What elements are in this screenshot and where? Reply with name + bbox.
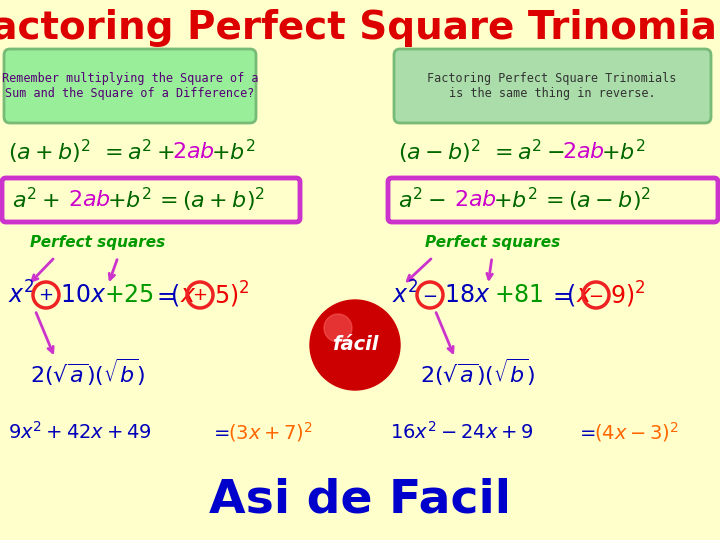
Text: $x$: $x$ <box>180 283 197 307</box>
Text: $9)^2$: $9)^2$ <box>610 280 645 310</box>
Circle shape <box>310 300 400 390</box>
Text: $= a^2 -$: $= a^2 -$ <box>490 139 565 165</box>
Text: Asi de Facil: Asi de Facil <box>209 477 511 523</box>
Text: $= a^2 +$: $= a^2 +$ <box>100 139 175 165</box>
Text: $a^2 +$: $a^2 +$ <box>12 187 60 213</box>
Text: $x^2$: $x^2$ <box>8 281 35 308</box>
Text: Factoring Perfect Square Trinomials: Factoring Perfect Square Trinomials <box>0 9 720 47</box>
Text: $x^2$: $x^2$ <box>392 281 418 308</box>
Text: $x$: $x$ <box>576 283 593 307</box>
Text: $a^2 -$: $a^2 -$ <box>398 187 446 213</box>
Text: Remember multiplying the Square of a
Sum and the Square of a Difference?: Remember multiplying the Square of a Sum… <box>1 72 258 100</box>
Text: $= (a-b)^2$: $= (a-b)^2$ <box>541 186 651 214</box>
Text: Perfect squares: Perfect squares <box>425 234 560 249</box>
Text: $+ b^2$: $+ b^2$ <box>211 139 256 165</box>
Text: $= $: $= $ <box>576 422 596 442</box>
Text: $2ab$: $2ab$ <box>68 190 111 210</box>
FancyBboxPatch shape <box>394 49 711 123</box>
Text: $($: $($ <box>566 282 575 308</box>
Text: $2ab$: $2ab$ <box>454 190 497 210</box>
Text: $(4x - 3)^2$: $(4x - 3)^2$ <box>594 420 679 444</box>
Text: fácil: fácil <box>332 335 378 354</box>
Text: $5)^2$: $5)^2$ <box>214 280 249 310</box>
Text: Factoring Perfect Square Trinomials
is the same thing in reverse.: Factoring Perfect Square Trinomials is t… <box>427 72 677 100</box>
Text: $18x$: $18x$ <box>444 283 490 307</box>
Text: $+ 81$: $+ 81$ <box>494 283 544 307</box>
Text: $($: $($ <box>170 282 179 308</box>
Text: $2ab$: $2ab$ <box>172 142 215 162</box>
Text: $16x^2 - 24x + 9$: $16x^2 - 24x + 9$ <box>390 421 534 443</box>
Circle shape <box>324 314 352 342</box>
Text: $= $: $= $ <box>210 422 230 442</box>
Text: $10x$: $10x$ <box>60 283 107 307</box>
Text: $(a-b)^2$: $(a-b)^2$ <box>398 138 481 166</box>
FancyBboxPatch shape <box>2 178 300 222</box>
Text: $2(\sqrt{a})(\sqrt{b})$: $2(\sqrt{a})(\sqrt{b})$ <box>30 356 145 388</box>
Text: $(3x + 7)^2$: $(3x + 7)^2$ <box>228 420 313 444</box>
Text: $+ b^2$: $+ b^2$ <box>601 139 646 165</box>
Text: $+ b^2$: $+ b^2$ <box>107 187 151 213</box>
Text: $=$: $=$ <box>548 283 572 307</box>
Text: $(a+b)^2$: $(a+b)^2$ <box>8 138 91 166</box>
Text: $=$: $=$ <box>152 283 176 307</box>
Text: $+$: $+$ <box>38 286 53 304</box>
Text: $= (a+b)^2$: $= (a+b)^2$ <box>155 186 265 214</box>
Text: $2(\sqrt{a})(\sqrt{b})$: $2(\sqrt{a})(\sqrt{b})$ <box>420 356 535 388</box>
Text: $+$: $+$ <box>192 286 207 304</box>
Text: $2ab$: $2ab$ <box>562 142 605 162</box>
Text: $9x^2 + 42x + 49$: $9x^2 + 42x + 49$ <box>8 421 152 443</box>
Text: $+ b^2$: $+ b^2$ <box>493 187 538 213</box>
FancyBboxPatch shape <box>4 49 256 123</box>
Text: Perfect squares: Perfect squares <box>30 234 166 249</box>
FancyBboxPatch shape <box>388 178 718 222</box>
Text: $-$: $-$ <box>588 286 603 304</box>
Text: $+ 25$: $+ 25$ <box>104 283 154 307</box>
Text: $-$: $-$ <box>423 286 438 304</box>
